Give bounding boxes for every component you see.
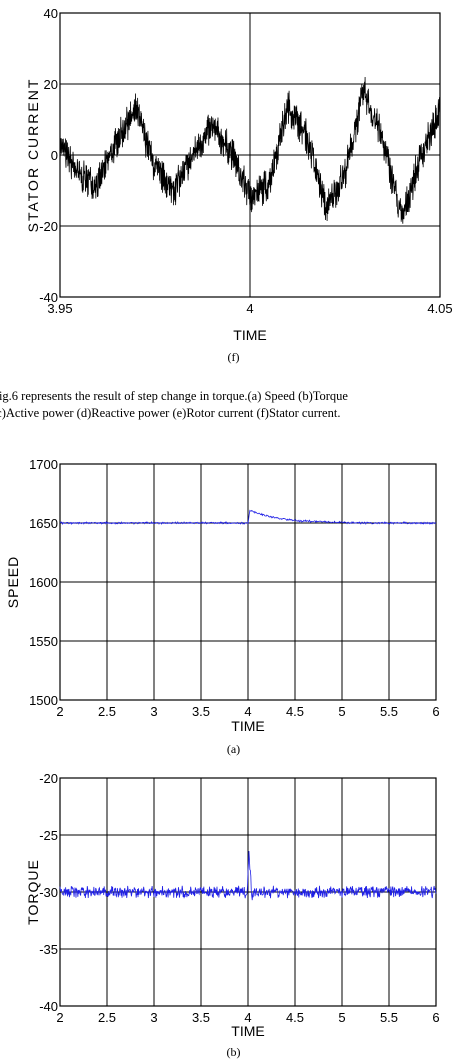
y-tick-label: 1650 [29,516,58,531]
x-tick-label: 4 [246,301,253,316]
y-tick-label: 40 [44,6,58,21]
data-trace [59,509,437,526]
x-tick-label: 3.95 [47,301,72,316]
data-trace [59,850,437,901]
y-axis-title: STATOR CURRENT [25,78,41,233]
y-tick-label: -25 [39,828,58,843]
caption-a: (a) [226,742,241,756]
x-tick-label: 3.5 [192,704,210,719]
x-tick-label: 4 [244,1010,251,1025]
x-tick-label: 2 [56,1010,63,1025]
x-tick-label: 2.5 [98,704,116,719]
x-tick-label: 3 [150,704,157,719]
x-tick-label: 5.5 [380,1010,398,1025]
x-axis-title: TIME [233,327,266,343]
data-trace [59,76,441,224]
torque-chart: 2 2.5 3 3.5 4 4.5 5 5.5 6 -40 -35 -30 -25 -20 TIME TORQ… [25,771,440,1039]
x-axis-title: TIME [231,1023,264,1039]
x-tick-label: 4 [244,704,251,719]
y-tick-label: -35 [39,942,58,957]
y-tick-label: -20 [39,219,58,234]
x-axis-title: TIME [231,718,264,734]
speed-chart: 2 2.5 3 3.5 4 4.5 5 5.5 6 1500 1550 1600 1650 1700 TIM… [5,457,440,734]
x-tick-label: 5 [338,1010,345,1025]
y-tick-label: 1700 [29,457,58,472]
y-tick-label: 20 [44,77,58,92]
y-axis-title: SPEED [5,556,21,608]
x-tick-label: 6 [432,1010,439,1025]
x-tick-label: 5.5 [380,704,398,719]
figure-caption-paragraph: Fig.6 represents the result of step chan… [0,388,467,422]
x-tick-label: 4.5 [286,704,304,719]
y-tick-label: -20 [39,771,58,786]
x-tick-label: 2 [56,704,63,719]
x-tick-label: 5 [338,704,345,719]
y-axis-title: TORQUE [25,859,41,925]
x-tick-label: 6 [432,704,439,719]
y-tick-label: 1600 [29,575,58,590]
y-tick-label: 1550 [29,634,58,649]
caption-b: (b) [226,1045,241,1059]
figure-caption-line-2: (c)Active power (d)Reactive power (e)Rot… [0,406,341,420]
x-tick-label: 4.05 [427,301,452,316]
x-tick-label: 3 [150,1010,157,1025]
y-tick-label: 1500 [29,693,58,708]
y-tick-label: 0 [51,148,58,163]
y-tick-label: -40 [39,999,58,1014]
y-tick-label: -40 [39,290,58,305]
y-tick-label: -30 [39,885,58,900]
x-tick-label: 3.5 [192,1010,210,1025]
caption-f: (f) [227,350,240,364]
figure-caption-line-1: Fig.6 represents the result of step chan… [0,389,348,403]
plot-frame [59,463,437,701]
x-tick-label: 2.5 [98,1010,116,1025]
x-tick-label: 4.5 [286,1010,304,1025]
stator-current-chart: 3.95 4 4.05 -40 -20 0 20 40 TIME STATOR CURRENT [25,6,453,343]
